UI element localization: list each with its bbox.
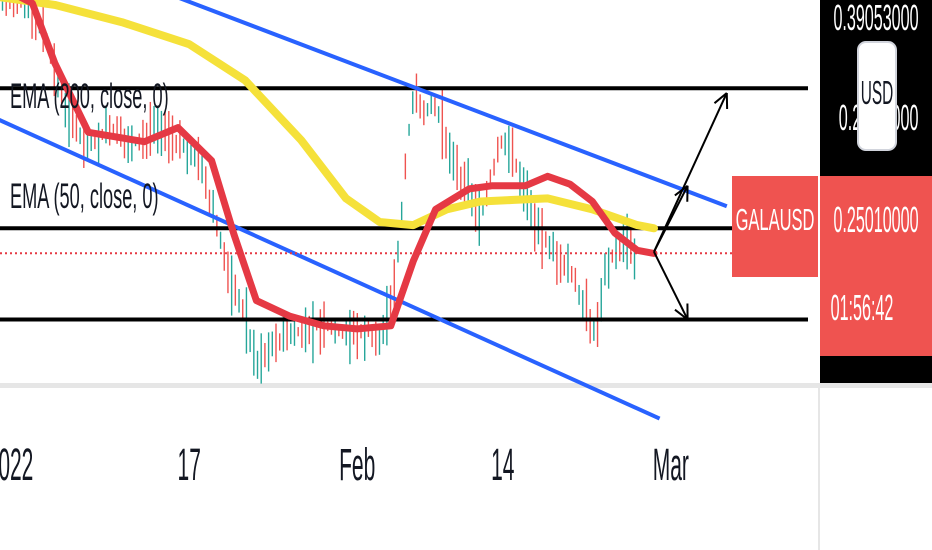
projection-arrow-shaft[interactable] (653, 251, 689, 320)
time-axis-label: 17 (178, 440, 201, 490)
time-axis-label: Mar (653, 440, 689, 490)
symbol-label: GALAUSD (736, 204, 815, 238)
price-scale-top-label: 0.39053000 (833, 0, 918, 38)
channel-lines[interactable] (0, 0, 728, 421)
currency-button-label: USD (861, 76, 894, 112)
price-scale-level-label: 0.2 (839, 98, 861, 138)
ema-200-line (0, 0, 658, 233)
currency-button[interactable] (857, 41, 897, 151)
time-axis-label: Feb (339, 440, 375, 490)
channel-trend-line[interactable] (0, 118, 661, 421)
projection-arrow-shaft[interactable] (653, 185, 689, 253)
projection-arrow-head[interactable] (713, 92, 728, 104)
channel-trend-line[interactable] (0, 0, 728, 209)
projection-arrow-head[interactable] (674, 184, 689, 197)
time-scale-separator (0, 383, 932, 388)
projection-arrow-head[interactable] (674, 308, 689, 321)
current-price-value: 0.25010000 (833, 200, 918, 240)
projection-arrows[interactable] (653, 92, 729, 321)
symbol-badge (732, 176, 818, 277)
countdown-timer: 01:56:42 (831, 288, 894, 328)
time-axis-label: 2022 (0, 440, 33, 490)
projection-arrow-shaft[interactable] (653, 92, 728, 253)
ema-50-line (18, 0, 658, 333)
ema-50-legend: EMA (50, close, 0) (10, 177, 159, 216)
time-axis[interactable]: 2022 17 Feb 14 Mar (0, 440, 689, 490)
time-axis-label: 14 (491, 440, 514, 490)
current-price-badge (820, 176, 932, 356)
ema-lines (0, 0, 658, 333)
time-scale-corner-divider (818, 388, 820, 550)
ema-200-legend: EMA (200, close, 0) (10, 77, 169, 116)
